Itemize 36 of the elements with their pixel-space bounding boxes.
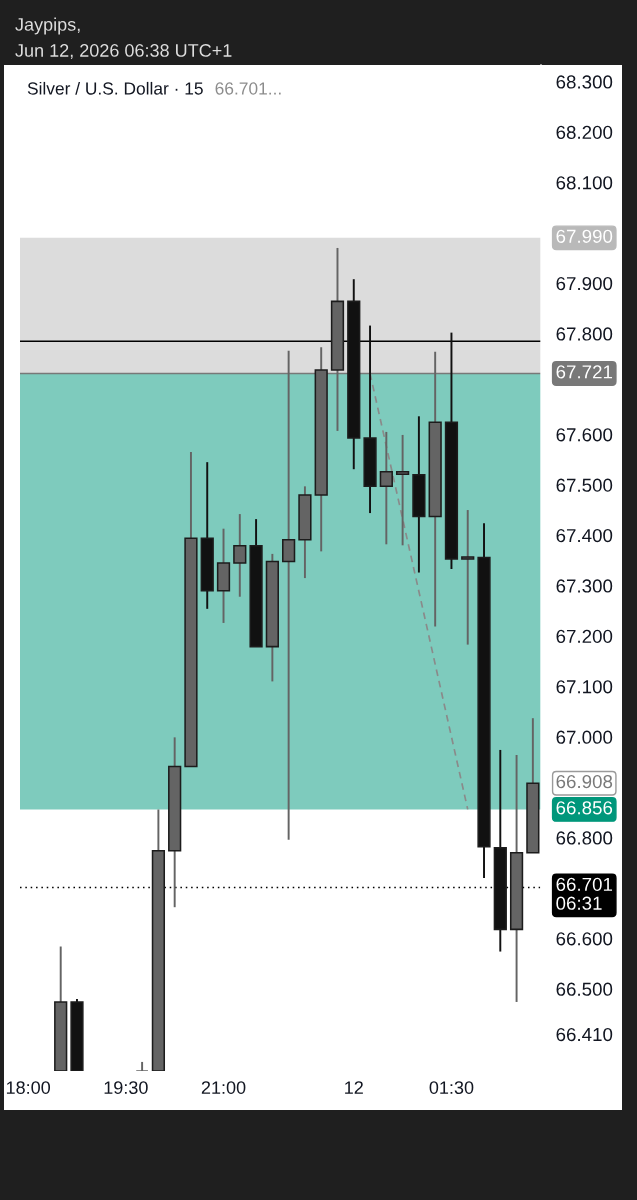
- y-tick-label: 68.300: [556, 75, 613, 89]
- candlestick: [461, 509, 475, 646]
- y-tick-label: 67.400: [556, 528, 613, 543]
- candlestick: [135, 1060, 149, 1071]
- candlestick: [233, 513, 247, 598]
- y-tick-label: 67.600: [556, 428, 613, 442]
- ref-line-label: 66.701 06:31: [556, 877, 613, 910]
- x-tick-label: 18:00: [6, 1081, 51, 1094]
- x-tick-label: 01:30: [429, 1081, 474, 1094]
- candlestick: [282, 349, 296, 841]
- y-tick-label: 67.800: [556, 327, 613, 341]
- y-tick-label: 67.200: [556, 629, 613, 644]
- text: Silver / U.S. Dollar · 15: [27, 81, 203, 95]
- ref-line-label: 67.721: [556, 365, 613, 379]
- x-tick-label: 19:30: [104, 1081, 148, 1094]
- y-tick-label: 67.500: [556, 478, 613, 492]
- y-tick-label: 66.410: [556, 1027, 613, 1042]
- x-tick-label: 12: [345, 1081, 363, 1094]
- y-tick-label: 68.200: [556, 125, 613, 140]
- text: 66.908: [556, 774, 613, 789]
- band-label: 66.856: [556, 801, 613, 815]
- candlestick: [379, 430, 393, 546]
- text: Jun 12, 2026 06:38 UTC+1: [15, 44, 232, 59]
- x-tick-label: 21:00: [201, 1081, 246, 1094]
- y-tick-label: 67.300: [556, 579, 613, 593]
- y-tick-label: 67.900: [556, 276, 613, 291]
- y-tick-label: 67.100: [556, 680, 613, 694]
- y-tick-label: 66.600: [556, 932, 613, 946]
- text: 66.701...: [215, 82, 281, 95]
- y-tick-label: 68.100: [556, 176, 613, 190]
- candlestick: [395, 433, 410, 547]
- band-label: 67.990: [556, 229, 613, 243]
- y-tick-label: 66.800: [556, 831, 613, 845]
- y-tick-label: 66.500: [556, 982, 613, 996]
- text: Jaypips,: [15, 17, 80, 35]
- y-tick-label: 67.000: [556, 730, 613, 744]
